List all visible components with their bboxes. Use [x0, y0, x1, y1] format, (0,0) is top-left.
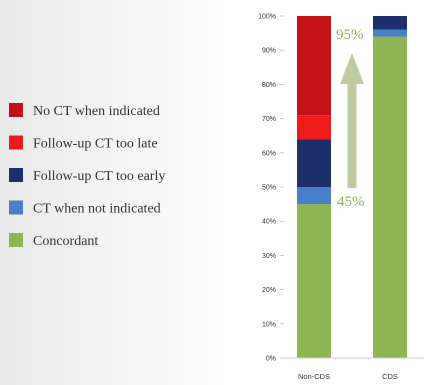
legend-label: Follow-up CT too late [33, 137, 158, 152]
bar-segment-follow-up-ct-too-late [297, 115, 331, 140]
y-tick-label: 20% [262, 287, 276, 294]
bar-segment-follow-up-ct-too-early [373, 16, 407, 30]
y-axis-ticks: 0% 10% 20% 30% 40% 50% 60% 70% 80% 90% 100% [258, 14, 276, 363]
x-category-label: Non-CDS [298, 372, 330, 381]
y-tick-label: 10% [262, 321, 276, 328]
bar-segment-ct-when-not-indicated [373, 29, 407, 37]
y-tick-label: 40% [262, 219, 276, 226]
x-axis-categories: Non-CDS CDS [298, 372, 398, 381]
legend-swatch [9, 103, 23, 117]
y-gridlines [280, 15, 284, 359]
y-tick-label: 80% [262, 82, 276, 89]
legend-swatch [9, 168, 23, 182]
legend: No CT when indicated Follow-up CT too lat… [9, 103, 165, 249]
legend-label: CT when not indicated [33, 202, 161, 217]
legend-label: Concordant [33, 234, 98, 249]
legend-label: No CT when indicated [33, 104, 160, 119]
y-tick-label: 90% [262, 48, 276, 55]
bar-segment-follow-up-ct-too-early [297, 139, 331, 187]
legend-label: Follow-up CT too early [33, 169, 165, 184]
y-tick-label: 100% [258, 14, 276, 21]
legend-swatch [9, 135, 23, 150]
bar-segment-concordant [297, 204, 331, 358]
bar-segment-ct-when-not-indicated [297, 187, 331, 205]
x-category-label: CDS [382, 372, 398, 381]
start-percent-label: 45% [337, 194, 365, 210]
y-tick-label: 50% [262, 185, 276, 192]
y-tick-label: 70% [262, 116, 276, 123]
y-tick-label: 60% [262, 150, 276, 157]
improvement-annotation: 95% 45% [336, 27, 365, 210]
arrow-shaft [347, 83, 357, 188]
bar-segment-no-ct-when-indicated [297, 16, 331, 116]
legend-swatch [9, 233, 23, 247]
end-percent-label: 95% [336, 27, 364, 43]
bar-segment-concordant [373, 36, 407, 359]
bars [297, 16, 407, 359]
plot-area: 0% 10% 20% 30% 40% 50% 60% 70% 80% 90% 100% Non-CD… [258, 14, 424, 381]
y-tick-label: 0% [266, 356, 276, 363]
y-tick-label: 30% [262, 253, 276, 260]
arrow-head [340, 53, 364, 84]
legend-swatch [9, 200, 23, 215]
